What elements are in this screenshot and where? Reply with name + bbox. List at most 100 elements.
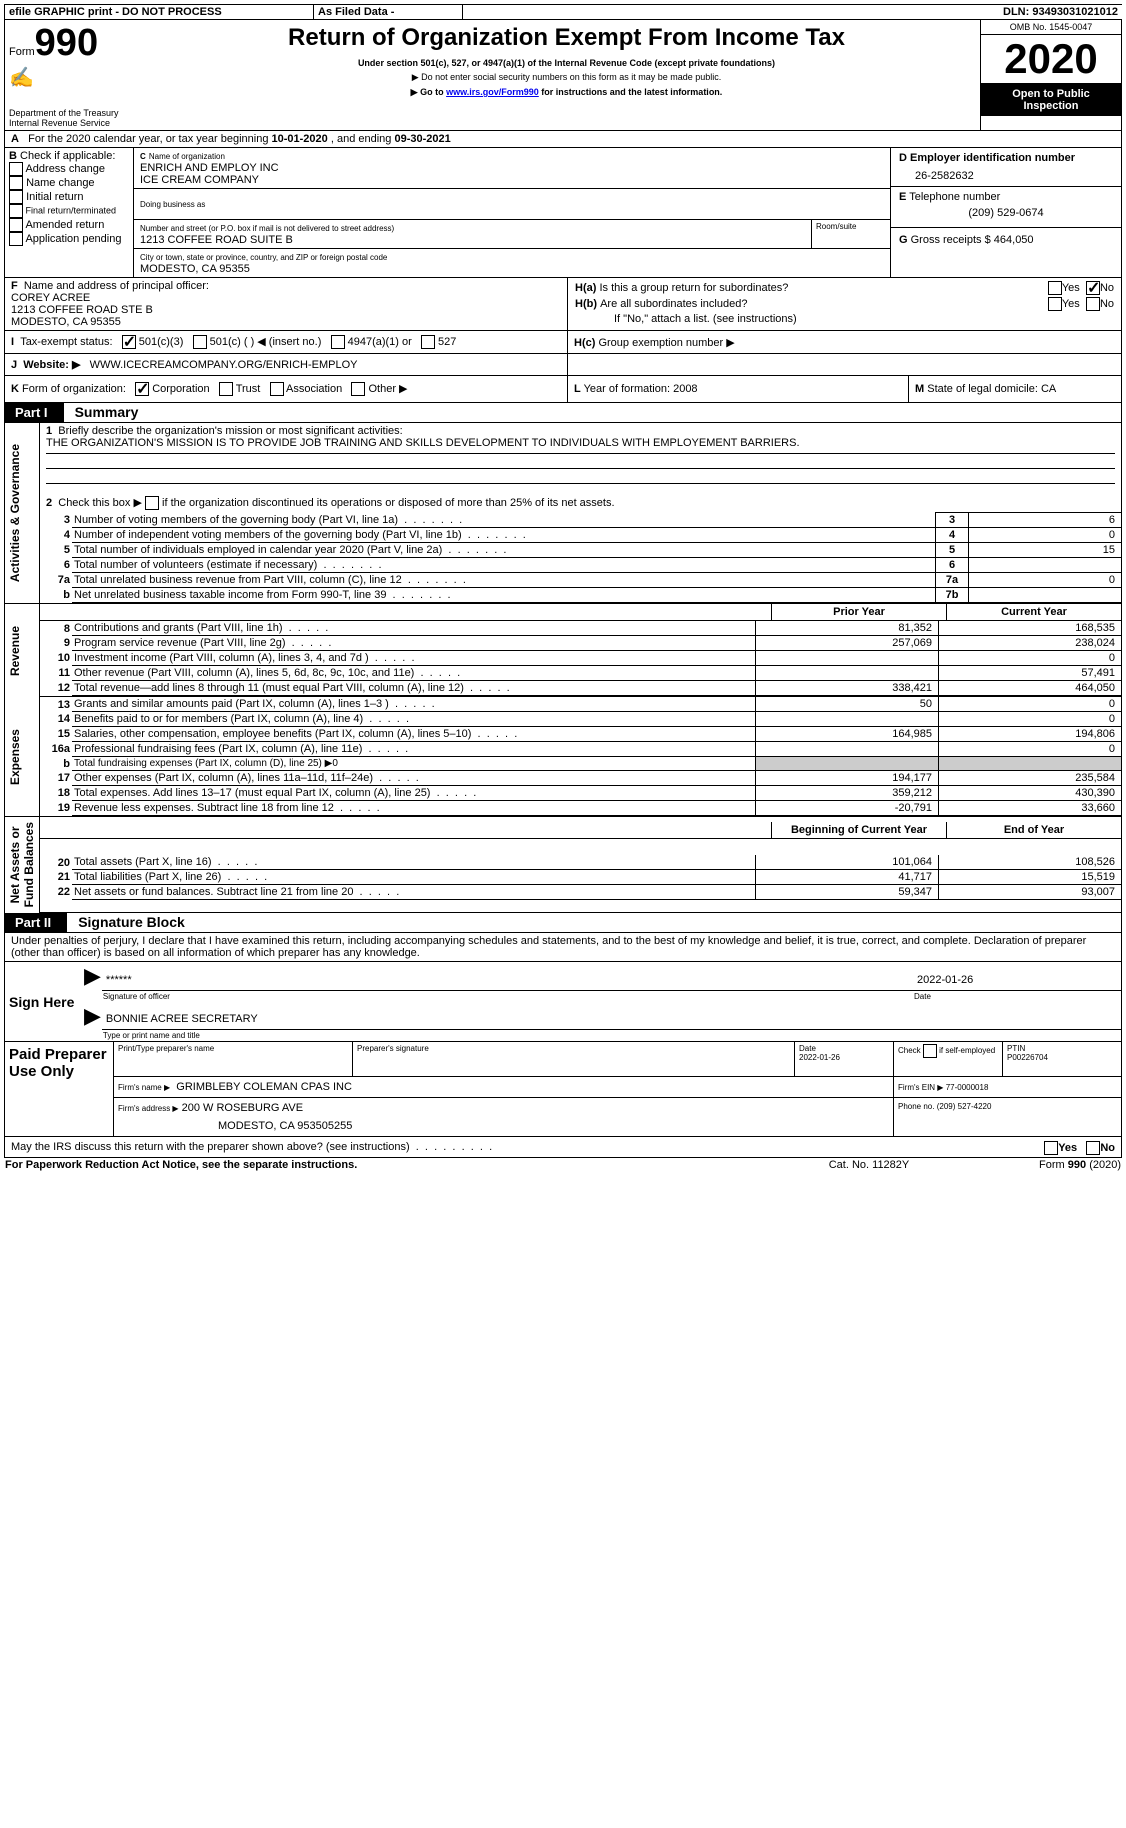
paid-prep: Paid Preparer Use Only	[5, 1042, 114, 1137]
sig-date-val: 2022-01-26	[913, 962, 1121, 990]
gov-row: 3 Number of voting members of the govern…	[40, 513, 1121, 528]
f-h-block: F Name and address of principal officer:…	[4, 278, 1122, 331]
ha: H(a) Is this a group return for subordin…	[574, 280, 993, 296]
data-row: 17 Other expenses (Part IX, column (A), …	[40, 771, 1121, 786]
data-row: 10 Investment income (Part VIII, column …	[40, 651, 1121, 666]
gov-row: 7a Total unrelated business revenue from…	[40, 573, 1121, 588]
firm-phone: Phone no. (209) 527-4220	[894, 1098, 1122, 1137]
paperwork: For Paperwork Reduction Act Notice, see …	[4, 1158, 768, 1172]
line-1: 1 Briefly describe the organization's mi…	[40, 423, 1121, 451]
col-end: End of Year	[947, 822, 1122, 839]
prep-date: Date2022-01-26	[795, 1042, 894, 1077]
gov-row: 4 Number of independent voting members o…	[40, 528, 1121, 543]
form-label: Form990	[9, 22, 149, 65]
klm-block: K Form of organization: Corporation Trus…	[4, 376, 1122, 403]
data-row: 13 Grants and similar amounts paid (Part…	[40, 697, 1121, 712]
hc: H(c) Group exemption number ▶	[568, 331, 1122, 354]
c-city: City or town, state or province, country…	[134, 249, 890, 278]
form-foot: Form 990 (2020)	[970, 1158, 1122, 1172]
footer: For Paperwork Reduction Act Notice, see …	[4, 1158, 1122, 1172]
b-item-4[interactable]: Amended return	[9, 218, 129, 232]
sec-rev: Revenue	[6, 622, 24, 680]
e-phone: E Telephone number (209) 529-0674	[891, 187, 1121, 228]
col-current: Current Year	[947, 604, 1122, 621]
m-state: M State of legal domicile: CA	[909, 376, 1122, 403]
line-a: A For the 2020 calendar year, or tax yea…	[4, 131, 1122, 148]
c-name: C Name of organization ENRICH AND EMPLOY…	[134, 148, 890, 189]
b-item-1[interactable]: Name change	[9, 176, 129, 190]
d-ein: D Employer identification number 26-2582…	[891, 148, 1121, 187]
declaration: Under penalties of perjury, I declare th…	[4, 932, 1122, 962]
b-item-0[interactable]: Address change	[9, 162, 129, 176]
line-2: 2 Check this box ▶ if the organization d…	[40, 486, 1121, 512]
gov-row: b Net unrelated business taxable income …	[40, 588, 1121, 603]
efile-label: efile GRAPHIC print - DO NOT PROCESS	[5, 5, 314, 20]
asfiled-label: As Filed Data -	[314, 5, 463, 20]
h-note: If "No," attach a list. (see instruction…	[574, 312, 1115, 326]
data-row: 21 Total liabilities (Part X, line 26) .…	[40, 870, 1121, 885]
open-public: Open to Public Inspection	[981, 84, 1121, 116]
data-row: 19 Revenue less expenses. Subtract line …	[40, 801, 1121, 816]
data-row: 15 Salaries, other compensation, employe…	[40, 727, 1121, 742]
officer-name: BONNIE ACREE SECRETARY	[102, 1002, 1121, 1030]
data-row: 14 Benefits paid to or for members (Part…	[40, 712, 1121, 727]
omb: OMB No. 1545-0047	[981, 20, 1121, 35]
dln: DLN: 93493031021012	[884, 5, 1122, 20]
sig-stars: ******	[106, 974, 132, 986]
b-item-3[interactable]: Final return/terminated	[9, 204, 129, 218]
part-ii-header: Part II Signature Block	[4, 913, 1122, 932]
l-year: L Year of formation: 2008	[568, 376, 909, 403]
ptin: PTINP00226704	[1003, 1042, 1122, 1077]
prep-name-label: Print/Type preparer's name	[114, 1042, 353, 1077]
check-self[interactable]: Check if self-employed	[894, 1042, 1003, 1077]
data-row: 11 Other revenue (Part VIII, column (A),…	[40, 666, 1121, 681]
col-begin: Beginning of Current Year	[772, 822, 947, 839]
paid-preparer-block: Paid Preparer Use Only Print/Type prepar…	[4, 1042, 1122, 1137]
firm-ein: Firm's EIN ▶ 77-0000018	[894, 1077, 1122, 1098]
ij-block: I Tax-exempt status: 501(c)(3) 501(c) ( …	[4, 331, 1122, 376]
sign-here-block: Sign Here ▶ ****** 2022-01-26 Signature …	[4, 962, 1122, 1042]
g-gross: G Gross receipts $ 464,050	[891, 228, 1121, 252]
ha-answer[interactable]: Yes No	[993, 280, 1115, 296]
tax-year: 2020	[981, 35, 1121, 84]
irs-link[interactable]: www.irs.gov/Form990	[446, 87, 539, 97]
j-website: J Website: ▶ WWW.ICECREAMCOMPANY.ORG/ENR…	[5, 354, 568, 376]
data-row: 12 Total revenue—add lines 8 through 11 …	[40, 681, 1121, 696]
sec-net: Net Assets or Fund Balances	[6, 818, 38, 911]
hb-answer[interactable]: Yes No	[993, 296, 1115, 312]
c-dba: Doing business as	[134, 189, 890, 220]
sign-here: Sign Here	[5, 962, 84, 1042]
entity-block: B Check if applicable: Address change Na…	[4, 148, 1122, 278]
prep-sig-label: Preparer's signature	[353, 1042, 795, 1077]
topbar: efile GRAPHIC print - DO NOT PROCESS As …	[4, 4, 1122, 20]
cat-no: Cat. No. 11282Y	[768, 1158, 970, 1172]
data-row: 8 Contributions and grants (Part VIII, l…	[40, 621, 1121, 636]
sec-exp: Expenses	[6, 725, 24, 789]
discuss-row: May the IRS discuss this return with the…	[4, 1137, 1122, 1158]
data-row: 22 Net assets or fund balances. Subtract…	[40, 885, 1121, 900]
dept: Department of the Treasury Internal Reve…	[9, 108, 149, 128]
b-item-5[interactable]: Application pending	[9, 232, 129, 246]
part-i-header: Part I Summary	[4, 403, 1122, 423]
col-prior: Prior Year	[772, 604, 947, 621]
data-row: 20 Total assets (Part X, line 16) . . . …	[40, 855, 1121, 870]
firm-addr: Firm's address ▶ 200 W ROSEBURG AVE MODE…	[114, 1098, 894, 1137]
c-room: Room/suite	[812, 220, 891, 248]
data-row: 16a Professional fundraising fees (Part …	[40, 742, 1121, 757]
k-form: K Form of organization: Corporation Trus…	[5, 376, 568, 403]
sub3: ▶ Go to www.irs.gov/Form990 for instruct…	[157, 87, 976, 98]
data-row: b Total fundraising expenses (Part IX, c…	[40, 757, 1121, 771]
form-header: Form990 ✍ Department of the Treasury Int…	[4, 20, 1122, 131]
discuss-answer[interactable]: Yes No	[1044, 1141, 1115, 1155]
data-row: 9 Program service revenue (Part VIII, li…	[40, 636, 1121, 651]
hb: H(b) Are all subordinates included?	[574, 296, 993, 312]
f-officer: F Name and address of principal officer:…	[5, 278, 568, 331]
b-heading: B Check if applicable:	[9, 150, 129, 162]
firm-name: Firm's name ▶ GRIMBLEBY COLEMAN CPAS INC	[114, 1077, 894, 1098]
part-i-body: Activities & Governance 1 Briefly descri…	[4, 423, 1122, 913]
sec-gov: Activities & Governance	[6, 440, 24, 586]
data-row: 18 Total expenses. Add lines 13–17 (must…	[40, 786, 1121, 801]
i-status: I Tax-exempt status: 501(c)(3) 501(c) ( …	[5, 331, 568, 354]
b-item-2[interactable]: Initial return	[9, 190, 129, 204]
gov-row: 6 Total number of volunteers (estimate i…	[40, 558, 1121, 573]
